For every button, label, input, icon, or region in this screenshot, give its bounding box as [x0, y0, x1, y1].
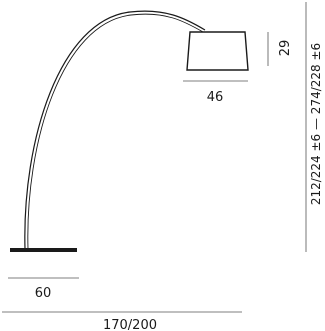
shade-width-label: 46 — [207, 90, 224, 105]
lamp-arc-outer — [24, 10, 206, 250]
reach-label: 170/200 — [103, 318, 157, 331]
shade-height-label: 29 — [278, 40, 293, 57]
lamp-base — [10, 248, 77, 252]
total-height-label: 212/224 ±6 — 274/228 ±6 — [309, 43, 323, 205]
lamp-shade — [186, 31, 249, 71]
base-width-label: 60 — [35, 286, 52, 301]
lamp-arc-inner — [27, 13, 204, 250]
